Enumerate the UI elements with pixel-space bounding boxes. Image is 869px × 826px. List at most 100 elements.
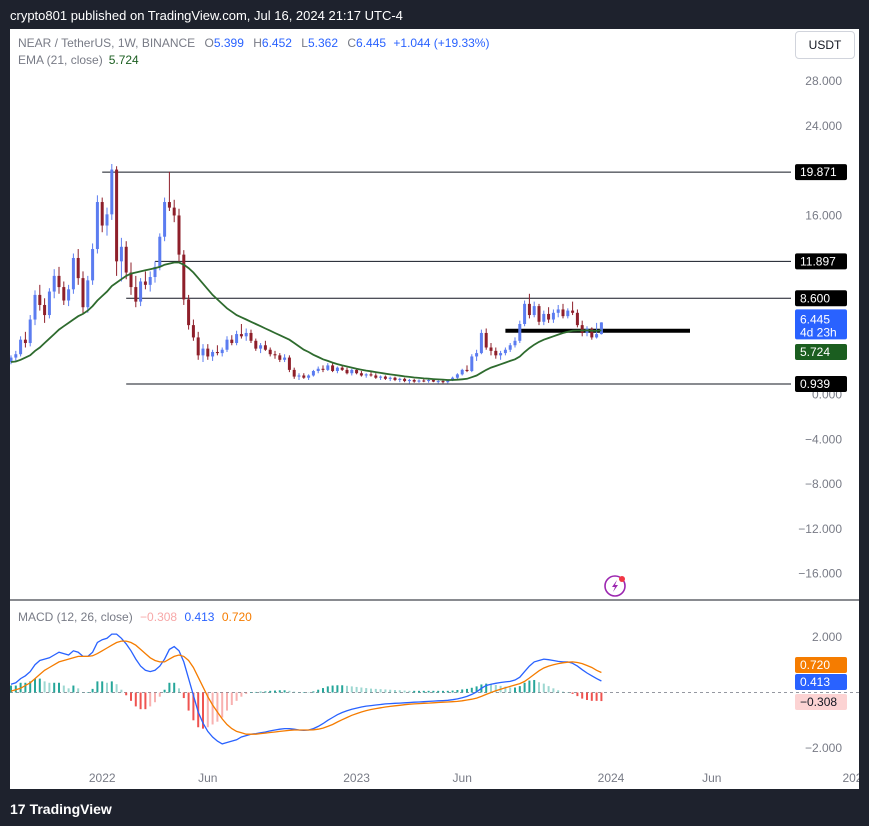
macd-hist-bar: [322, 688, 324, 693]
brand-name: TradingView: [29, 801, 112, 817]
macd-hist-bar: [312, 691, 315, 693]
macd-hist-bar: [336, 685, 339, 693]
macd-hist-bar: [269, 690, 272, 693]
candle: [446, 380, 450, 383]
candle: [499, 353, 503, 356]
candle: [14, 354, 18, 358]
chart-frame[interactable]: 2022 Jun 2023 Jun 2024 Jun 2025 28.000 24.000 16.…: [10, 29, 859, 789]
macd-hist-bar: [278, 690, 281, 693]
macd-legend: MACD (12, 26, close) −0.308 0.413 0.720: [18, 610, 252, 624]
low-label: L: [301, 36, 308, 50]
macd-hist-bar: [590, 692, 593, 701]
macd-hist-bar: [446, 690, 449, 693]
macd-hist-bar: [226, 692, 228, 711]
macd-hist-bar: [538, 682, 540, 693]
ema-label: EMA (21, close): [18, 53, 103, 67]
candle: [86, 280, 90, 308]
macd-hist-bar: [389, 689, 392, 693]
candle: [239, 334, 243, 337]
candle: [595, 334, 599, 338]
macd-hist-bar: [494, 684, 497, 693]
hist-price-label-bg: [795, 694, 847, 710]
macd-hist-bar: [10, 685, 12, 693]
macd-hist-bar: [264, 691, 267, 693]
candle: [340, 367, 344, 370]
macd-signal-value: 0.720: [221, 610, 252, 624]
chart-canvas[interactable]: 2022 Jun 2023 Jun 2024 Jun 2025 28.000 24.000 16.…: [10, 29, 859, 789]
macd-hist-bar: [418, 690, 420, 693]
macd-hist-bar: [77, 688, 80, 693]
macd-hist-bar: [571, 692, 574, 694]
y-tick-label: −16.000: [798, 567, 842, 581]
ema-value: 5.724: [108, 53, 139, 67]
candle: [38, 294, 42, 305]
macd-hist-bar: [250, 692, 252, 693]
candle: [124, 246, 128, 273]
macd-y-tick-label: 2.000: [812, 630, 842, 644]
low-value: 5.362: [307, 36, 338, 50]
macd-hist-bar: [374, 688, 377, 693]
signal-price-label: 0.720: [800, 658, 830, 672]
macd-hist-bar: [365, 688, 368, 693]
macd-hist-bar: [341, 685, 344, 693]
candle: [547, 313, 551, 320]
countdown-label: 4d 23h: [800, 325, 837, 339]
lightning-icon[interactable]: [604, 575, 626, 597]
macd-hist-bar: [168, 682, 171, 693]
level-price-label: 8.600: [800, 291, 830, 305]
candle: [139, 281, 143, 302]
candle: [436, 381, 440, 383]
candle: [297, 375, 301, 377]
candle: [364, 374, 368, 376]
publish-bar: crypto801 published on TradingView.com, …: [0, 0, 869, 30]
candle: [76, 257, 80, 279]
macd-hist-bar: [370, 688, 372, 693]
candle: [355, 369, 359, 374]
candle: [182, 254, 186, 300]
macd-hist-bar: [72, 685, 75, 693]
macd-hist-bar: [149, 692, 152, 707]
macd-hist-bar: [398, 690, 401, 693]
macd-hist-bar: [504, 686, 507, 693]
candle: [283, 357, 287, 360]
currency-button[interactable]: USDT: [795, 31, 855, 59]
symbol-legend: NEAR / TetherUS, 1W, BINANCE O5.399 H6.4…: [18, 36, 489, 50]
candle: [388, 377, 392, 379]
level-price-label: 11.897: [800, 254, 836, 268]
macd-line: [10, 633, 602, 745]
y-tick-label: −4.000: [805, 432, 842, 446]
macd-hist-bar: [413, 690, 416, 693]
candle: [427, 379, 431, 382]
candle: [105, 214, 109, 226]
macd-hist-bar: [518, 686, 521, 693]
macd-hist-bar: [173, 682, 176, 693]
macd-hist-bar: [317, 689, 320, 693]
macd-hist-bar: [437, 690, 440, 693]
macd-hist-bar: [29, 681, 32, 693]
candle: [225, 339, 229, 350]
macd-hist-bar: [235, 692, 238, 701]
macd-hist-bar: [125, 692, 128, 696]
macd-hist-bar: [163, 689, 166, 693]
candle: [10, 357, 13, 363]
candle: [115, 169, 119, 262]
macd-hist-bar: [91, 688, 94, 693]
candle: [263, 345, 267, 350]
macd-hist-bar: [67, 688, 70, 693]
candle: [537, 306, 541, 322]
tradingview-logo[interactable]: 17 TradingView: [10, 801, 112, 817]
candle: [590, 328, 594, 338]
candle: [230, 339, 234, 344]
candle: [71, 257, 75, 290]
candle: [431, 379, 435, 382]
candle: [153, 266, 157, 278]
candle: [513, 340, 517, 346]
candle: [398, 378, 402, 380]
macd-hist-bar: [509, 687, 512, 693]
candle: [259, 345, 263, 349]
x-tick-label: 2025: [842, 771, 859, 785]
candle: [129, 272, 133, 288]
candle: [28, 319, 32, 344]
macd-hist-bar: [432, 690, 435, 693]
candle: [292, 369, 296, 377]
